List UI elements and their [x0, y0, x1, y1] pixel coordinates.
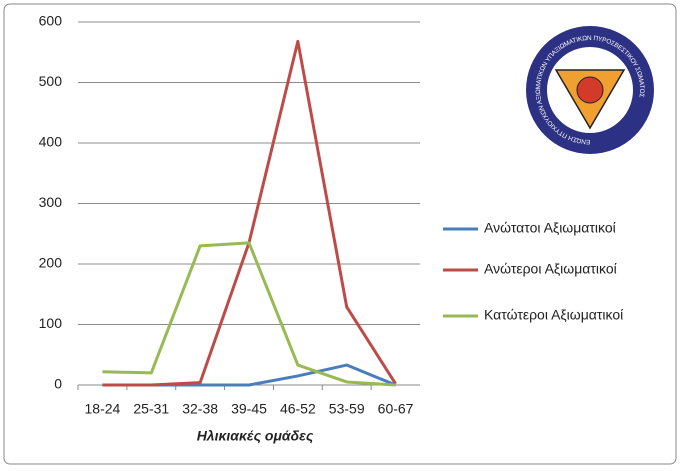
logo-emblem [576, 76, 604, 104]
y-tick-label: 300 [39, 194, 63, 210]
logo: ΕΝΩΣΗ ΠΤΥΧΙΟΥΧΩΝ ΑΞΙΩΜΑΤΙΚΩΝ ΥΠΑΞΙΩΜΑΤΙΚ… [526, 26, 654, 154]
frame [3, 3, 677, 465]
x-tick-label: 25-31 [133, 401, 169, 417]
y-tick-label: 500 [39, 73, 63, 89]
legend-label: Ανώτεροι Αξιωματικοί [484, 261, 617, 277]
x-tick-label: 18-24 [85, 401, 121, 417]
y-tick-label: 200 [39, 255, 63, 271]
x-axis-title: Ηλικιακές ομάδες [197, 428, 314, 444]
y-tick-label: 100 [39, 315, 63, 331]
series-line [102, 241, 396, 387]
x-tick-label: 53-59 [329, 401, 365, 417]
x-tick-label: 39-45 [231, 401, 267, 417]
y-tick-label: 600 [39, 13, 63, 29]
x-tick-label: 32-38 [182, 401, 218, 417]
y-tick-label: 400 [39, 134, 63, 150]
x-tick-label: 46-52 [280, 401, 316, 417]
legend-label: Κατώτεροι Αξιωματικοί [484, 307, 623, 323]
x-tick-label: 60-67 [378, 401, 414, 417]
legend-label: Ανώτατοι Αξιωματικοί [484, 220, 616, 236]
y-tick-label: 0 [54, 376, 62, 392]
